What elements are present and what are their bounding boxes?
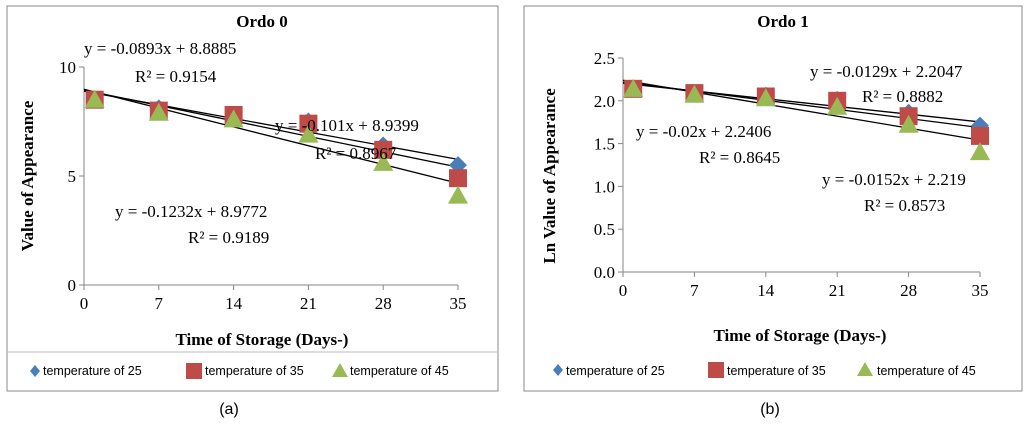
chart-a-title: Ordo 0	[236, 12, 287, 31]
trendline-equation: y = -0.1232x + 8.9772	[115, 202, 267, 221]
data-point-triangle	[84, 89, 105, 108]
y-tick-label: 10	[59, 58, 76, 77]
caption-b: (b)	[760, 401, 780, 418]
chart-a-y-axis-title: Value of Appearance	[18, 100, 37, 251]
legend-label: temperature of 25	[43, 364, 142, 378]
legend-label: temperature of 35	[727, 364, 826, 378]
data-point-triangle	[898, 114, 919, 133]
trendline-r2: R² = 0.9154	[135, 67, 217, 86]
data-point-square	[449, 169, 467, 188]
y-tick-label: 1.0	[594, 177, 615, 196]
data-point-triangle	[827, 96, 848, 115]
x-tick-label: 35	[972, 281, 989, 300]
x-tick-label: 0	[80, 294, 89, 313]
chart-b-title: Ordo 1	[757, 12, 808, 31]
data-point-triangle	[448, 185, 468, 204]
trendline-equation: y = -0.0893x + 8.8885	[84, 39, 236, 58]
x-tick-label: 7	[690, 281, 699, 300]
chart-a-axes: 0 5 10 0 7 14 21 28 35	[59, 58, 467, 313]
chart-b-axes: 0.0 0.5 1.0 1.5 2.0 2.5 0 7 14 21 28 35	[594, 49, 989, 300]
legend-marker-triangle	[332, 363, 348, 377]
trendline-equation: y = -0.02x + 2.2406	[636, 122, 771, 141]
trendline-r2: R² = 0.8645	[699, 148, 780, 167]
y-tick-label: 0.5	[594, 220, 615, 239]
data-point-triangle	[684, 84, 705, 103]
chart-b-trendlines	[622, 79, 981, 141]
data-point-square	[299, 114, 318, 133]
data-point-triangle	[148, 102, 169, 121]
chart-b-y-axis-title: Ln Value of Appearance	[540, 88, 559, 264]
data-point-triangle	[755, 88, 776, 107]
chart-b-frame	[523, 5, 1023, 392]
x-tick-label: 35	[450, 294, 467, 313]
chart-b-annotations: y = -0.0129x + 2.2047 R² = 0.8882 y = -0…	[636, 62, 966, 215]
x-tick-label: 28	[375, 294, 392, 313]
chart-b-x-axis-title: Time of Storage (Days-)	[714, 326, 887, 345]
legend-marker-square	[708, 362, 724, 378]
legend-label: temperature of 45	[877, 364, 976, 378]
chart-a-x-axis-title: Time of Storage (Days-)	[176, 330, 349, 349]
x-tick-label: 21	[829, 281, 846, 300]
trendline-r2: R² = 0.9189	[188, 228, 269, 247]
y-tick-label: 0.0	[594, 263, 615, 282]
trendline-3	[83, 88, 459, 184]
trendline-3	[622, 81, 981, 129]
legend-marker-square	[186, 363, 202, 379]
data-point-square	[374, 140, 393, 159]
chart-a-frame	[6, 5, 499, 392]
chart-a-annotations: y = -0.0893x + 8.8885 R² = 0.9154 y = -0…	[84, 39, 419, 247]
chart-a-points	[84, 89, 468, 204]
trendline-r2: R² = 0.8967	[315, 144, 397, 163]
x-tick-label: 28	[900, 281, 917, 300]
legend-label: temperature of 35	[205, 364, 304, 378]
panel-a: Ordo 0 Time of Storage (Days-) Value of …	[6, 5, 499, 418]
y-tick-label: 2.5	[594, 49, 615, 68]
data-point-square	[971, 126, 989, 145]
trendline-equation: y = -0.0129x + 2.2047	[810, 62, 963, 81]
chart-a-trendlines	[83, 88, 459, 184]
data-point-triangle	[298, 124, 319, 143]
y-tick-label: 2.0	[594, 92, 615, 111]
chart-b-legend: temperature of 25 temperature of 35 temp…	[553, 362, 976, 378]
trendline-equation: y = -0.0152x + 2.219	[822, 170, 966, 189]
legend-marker-triangle	[857, 362, 873, 376]
x-tick-label: 7	[155, 294, 164, 313]
data-point-triangle	[970, 142, 990, 161]
y-tick-label: 5	[68, 167, 77, 186]
y-tick-label: 0	[68, 276, 77, 295]
trendline-equation: y = -0.101x + 8.9399	[275, 116, 419, 135]
x-tick-label: 0	[619, 281, 628, 300]
legend-label: temperature of 45	[350, 364, 449, 378]
trendline-r2: R² = 0.8882	[862, 87, 943, 106]
x-tick-label: 14	[225, 294, 243, 313]
data-point-triangle	[623, 78, 644, 97]
caption-a: (a)	[219, 401, 239, 418]
x-tick-label: 21	[300, 294, 317, 313]
legend-marker-diamond	[553, 364, 563, 376]
legend-label: temperature of 25	[566, 364, 665, 378]
legend-marker-diamond	[30, 365, 40, 377]
trendline-r2: R² = 0.8573	[864, 196, 945, 215]
chart-a-legend: temperature of 25 temperature of 35 temp…	[8, 351, 497, 379]
data-point-triangle	[223, 109, 244, 128]
x-tick-label: 14	[757, 281, 775, 300]
trendline-2	[83, 89, 459, 168]
data-point-triangle	[373, 152, 394, 171]
panel-b: Ordo 1 Time of Storage (Days-) Ln Value …	[523, 5, 1023, 418]
y-tick-label: 1.5	[594, 135, 615, 154]
chart-b-points	[623, 78, 990, 161]
